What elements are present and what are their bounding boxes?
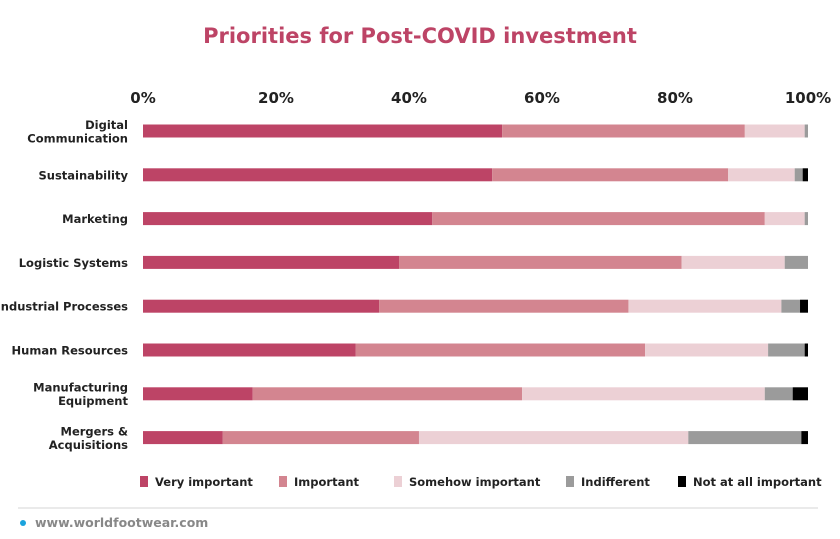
bar-segment	[252, 387, 523, 401]
bar-segment	[781, 299, 801, 313]
x-tick-label: 100%	[785, 89, 831, 107]
bar-segment	[502, 124, 745, 138]
bar-segment	[628, 299, 782, 313]
bar-segment	[645, 343, 769, 357]
footer-dot	[20, 520, 26, 526]
bar-segment	[764, 212, 805, 226]
legend-swatch	[140, 476, 148, 487]
x-tick-label: 20%	[258, 89, 294, 107]
legend-label: Somehow important	[409, 475, 541, 489]
legend-swatch	[566, 476, 574, 487]
legend-swatch	[279, 476, 287, 487]
bar-segment	[222, 431, 419, 445]
footer-url: www.worldfootwear.com	[35, 515, 208, 530]
bar-segment	[784, 255, 808, 269]
bar-segment	[143, 431, 223, 445]
bar-segment	[688, 431, 802, 445]
bar-segment	[728, 168, 795, 182]
category-label: Logistic Systems	[19, 256, 128, 270]
category-label: Communication	[27, 131, 128, 145]
legend-label: Very important	[155, 475, 253, 489]
bar-segment	[143, 212, 433, 226]
bar-segment	[379, 299, 629, 313]
bar-segment	[143, 299, 380, 313]
bar-segment	[804, 212, 808, 226]
category-label: Industrial Processes	[0, 300, 128, 314]
legend-swatch	[394, 476, 402, 487]
bar-segment	[143, 255, 400, 269]
category-label: Acquisitions	[49, 438, 128, 452]
bar-segment	[143, 124, 503, 138]
bar-segment	[800, 299, 808, 313]
bar-segment	[802, 168, 808, 182]
category-label: Equipment	[58, 394, 128, 408]
bar-segment	[143, 387, 253, 401]
legend-label: Indifferent	[581, 475, 650, 489]
x-tick-label: 40%	[391, 89, 427, 107]
bar-segment	[744, 124, 805, 138]
bar-segment	[432, 212, 765, 226]
bar-segment	[804, 124, 808, 138]
category-label: Mergers &	[61, 424, 129, 438]
x-tick-label: 0%	[130, 89, 155, 107]
legend-label: Not at all important	[693, 475, 822, 489]
legend-swatch	[678, 476, 686, 487]
x-tick-label: 80%	[657, 89, 693, 107]
bar-segment	[143, 168, 493, 182]
bar-segment	[764, 387, 793, 401]
bar-segment	[355, 343, 646, 357]
category-label: Sustainability	[38, 168, 128, 182]
category-label: Digital	[85, 118, 128, 132]
bar-segment	[399, 255, 682, 269]
bar-segment	[804, 343, 808, 357]
x-tick-label: 60%	[524, 89, 560, 107]
bar-segment	[522, 387, 765, 401]
bar-segment	[143, 343, 356, 357]
bar-segment	[794, 168, 803, 182]
chart-title: Priorities for Post-COVID investment	[203, 24, 637, 48]
category-label: Marketing	[62, 212, 128, 226]
category-label: Manufacturing	[33, 381, 128, 395]
bar-segment	[681, 255, 785, 269]
legend-label: Important	[294, 475, 360, 489]
bar-segment	[492, 168, 729, 182]
bar-segment	[801, 431, 808, 445]
bar-segment	[792, 387, 808, 401]
bar-segment	[418, 431, 689, 445]
category-label: Human Resources	[12, 344, 129, 358]
bar-segment	[768, 343, 805, 357]
